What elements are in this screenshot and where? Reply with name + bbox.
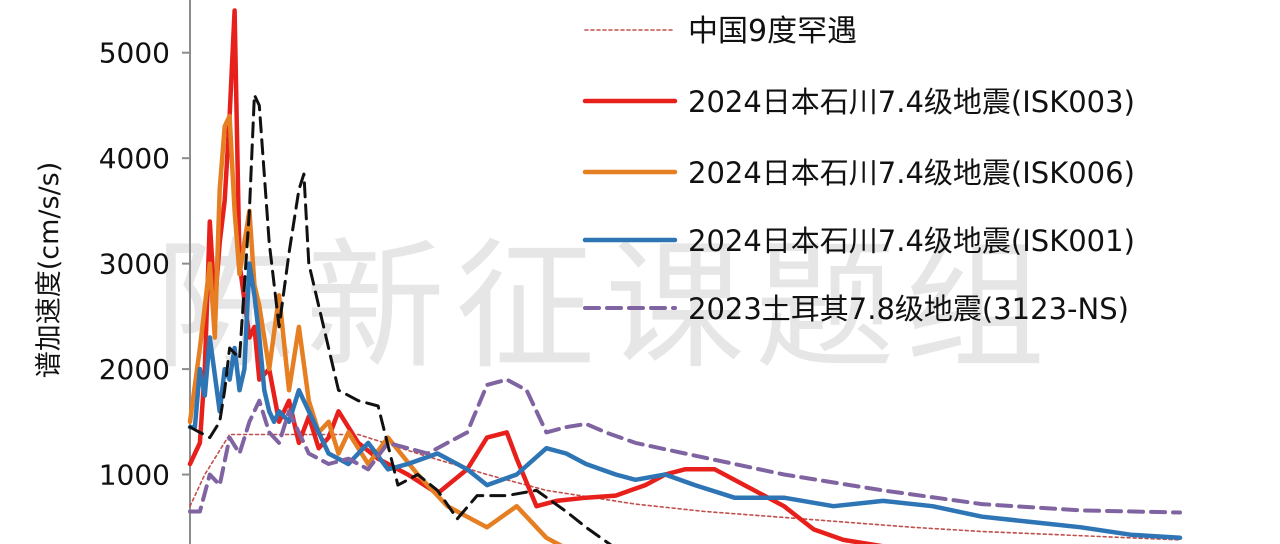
y-tick-label: 3000 — [99, 248, 170, 281]
series-line-3 — [187, 113, 563, 544]
y-axis: 1000 2000 3000 4000 5000 — [99, 0, 191, 544]
series-lines — [187, 8, 1183, 544]
y-tick-label: 1000 — [99, 459, 170, 492]
y-tick-label: 2000 — [99, 353, 170, 386]
series-line-1 — [189, 433, 1181, 541]
y-axis-label: 谱加速度(cm/s/s) — [34, 162, 65, 379]
legend-label-4: 2024日本石川7.4级地震(ISK001) — [688, 224, 1135, 258]
legend-label-5: 2023土耳其7.8级地震(3123-NS) — [688, 292, 1129, 326]
series-line-5 — [188, 377, 1182, 515]
series-line-4 — [187, 261, 1183, 541]
y-tick-label: 4000 — [99, 142, 170, 175]
y-tick-label: 5000 — [99, 37, 170, 70]
series-line-2 — [187, 8, 883, 544]
legend-label-1: 中国9度罕遇 — [688, 14, 857, 49]
legend-label-2: 2024日本石川7.4级地震(ISK003) — [688, 85, 1135, 119]
series-line-6 — [188, 93, 613, 544]
legend-label-3: 2024日本石川7.4级地震(ISK006) — [688, 156, 1135, 190]
legend: 中国9度罕遇 2024日本石川7.4级地震(ISK003) 2024日本石川7.4级… — [582, 14, 1135, 326]
